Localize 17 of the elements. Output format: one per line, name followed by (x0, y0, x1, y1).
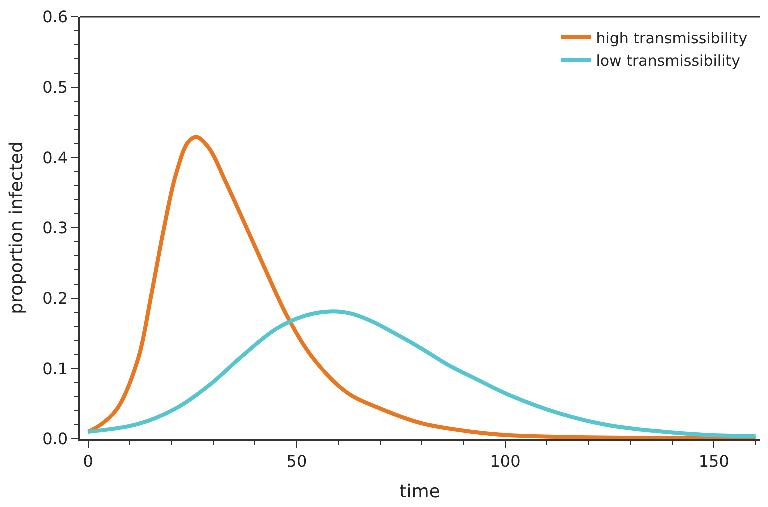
legend-label: low transmissibility (596, 52, 741, 70)
y-tick-label: 0.5 (42, 78, 68, 97)
x-tick-label: 100 (490, 452, 521, 471)
y-tick-label: 0.4 (42, 148, 68, 168)
x-axis-title: time (400, 482, 440, 503)
legend-label: high transmissibility (596, 29, 748, 48)
x-tick-label: 150 (698, 452, 730, 471)
x-tick-label: 50 (286, 452, 308, 471)
y-tick-label: 0.6 (42, 8, 68, 27)
y-tick-label: 0.2 (42, 288, 68, 308)
line-series (86, 310, 758, 438)
y-tick-label: 0.1 (42, 359, 68, 378)
y-tick-label: 0.0 (42, 430, 68, 449)
line-series (86, 135, 758, 439)
y-tick-label: 0.3 (42, 218, 68, 238)
y-axis-title: proportion infected (6, 142, 28, 314)
x-tick-label: 0 (83, 452, 94, 471)
